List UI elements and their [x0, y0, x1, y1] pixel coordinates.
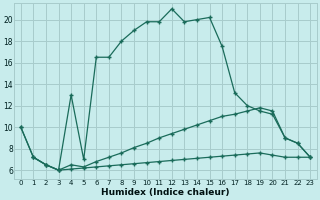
X-axis label: Humidex (Indice chaleur): Humidex (Indice chaleur): [101, 188, 230, 197]
